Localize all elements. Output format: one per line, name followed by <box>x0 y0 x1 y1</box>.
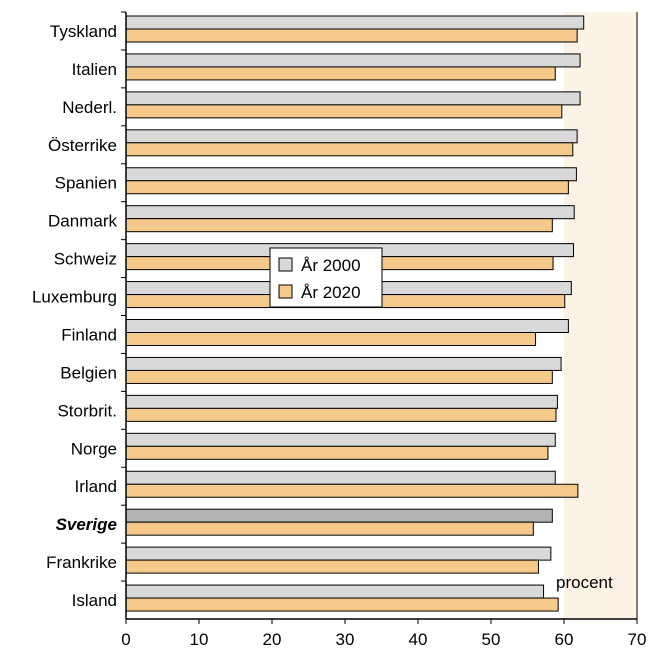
x-tick-label: 30 <box>336 630 355 649</box>
bar-sverige-ar-2000 <box>125 508 553 523</box>
legend-label-ar-2000: År 2000 <box>301 256 361 275</box>
bar-norge-ar-2000 <box>125 432 556 447</box>
legend-swatch-ar-2020 <box>278 284 293 299</box>
bar-finland-ar-2000 <box>125 319 569 333</box>
x-tick-label: 10 <box>190 630 209 649</box>
legend: År 2000 År 2020 <box>269 247 383 308</box>
bar-spanien-ar-2000 <box>125 167 577 182</box>
bar-belgien-ar-2020 <box>125 369 553 384</box>
bar-tyskland-ar-2000 <box>125 15 585 30</box>
bar-osterrike-ar-2000 <box>125 129 578 144</box>
bar-tyskland-ar-2020 <box>125 28 578 43</box>
bar-danmark-ar-2020 <box>125 218 553 233</box>
category-label-nederl: Nederl. <box>62 98 117 117</box>
category-label-norge: Norge <box>71 439 117 458</box>
bar-island-ar-2000 <box>125 584 545 599</box>
category-label-schweiz: Schweiz <box>54 250 117 269</box>
category-label-storbrit: Storbrit. <box>57 401 117 420</box>
category-label-danmark: Danmark <box>48 212 117 231</box>
bar-irland-ar-2000 <box>125 470 556 485</box>
bar-italien-ar-2020 <box>125 66 556 81</box>
bar-danmark-ar-2000 <box>125 205 575 220</box>
bar-finland-ar-2020 <box>125 332 537 346</box>
bar-island-ar-2020 <box>125 597 559 612</box>
bar-nederl-ar-2020 <box>125 104 563 119</box>
bar-norge-ar-2020 <box>125 445 549 460</box>
x-tick-label: 60 <box>555 630 574 649</box>
category-label-finland: Finland <box>61 325 117 344</box>
bar-osterrike-ar-2020 <box>125 142 574 157</box>
x-tick-label: 0 <box>121 630 130 649</box>
bar-italien-ar-2000 <box>125 53 581 68</box>
x-tick-label: 70 <box>628 630 647 649</box>
shaded-region <box>564 12 637 619</box>
bar-nederl-ar-2000 <box>125 91 581 106</box>
bar-storbrit-ar-2020 <box>125 407 557 422</box>
category-label-spanien: Spanien <box>55 174 117 193</box>
x-tick-label: 50 <box>482 630 501 649</box>
legend-label-ar-2020: År 2020 <box>301 283 361 302</box>
legend-swatch-ar-2000 <box>278 257 293 272</box>
x-tick-label: 20 <box>263 630 282 649</box>
category-label-tyskland: Tyskland <box>50 22 117 41</box>
bar-spanien-ar-2020 <box>125 180 569 195</box>
bar-frankrike-ar-2000 <box>125 546 552 561</box>
bar-sverige-ar-2020 <box>125 521 534 536</box>
category-label-italien: Italien <box>72 60 117 79</box>
category-label-sverige: Sverige <box>56 515 117 534</box>
category-label-osterrike: Österrike <box>48 136 117 155</box>
category-label-irland: Irland <box>74 477 117 496</box>
bar-storbrit-ar-2000 <box>125 394 558 409</box>
bar-irland-ar-2020 <box>125 483 579 498</box>
x-tick-label: 40 <box>409 630 428 649</box>
category-label-frankrike: Frankrike <box>46 553 117 572</box>
bar-belgien-ar-2000 <box>125 356 562 371</box>
bar-frankrike-ar-2020 <box>125 559 539 574</box>
category-label-belgien: Belgien <box>60 363 117 382</box>
unit-label: procent <box>556 573 613 592</box>
category-label-island: Island <box>72 591 117 610</box>
category-label-luxemburg: Luxemburg <box>32 288 117 307</box>
